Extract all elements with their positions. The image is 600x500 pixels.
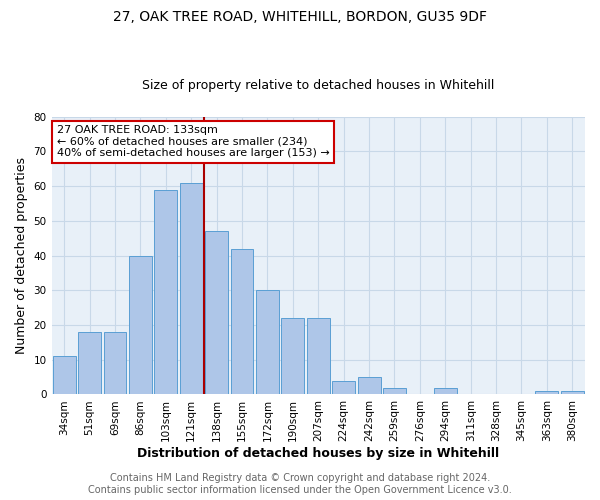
X-axis label: Distribution of detached houses by size in Whitehill: Distribution of detached houses by size … bbox=[137, 447, 499, 460]
Bar bbox=[78, 332, 101, 394]
Bar bbox=[104, 332, 127, 394]
Bar bbox=[230, 248, 253, 394]
Bar bbox=[281, 318, 304, 394]
Text: 27, OAK TREE ROAD, WHITEHILL, BORDON, GU35 9DF: 27, OAK TREE ROAD, WHITEHILL, BORDON, GU… bbox=[113, 10, 487, 24]
Bar bbox=[383, 388, 406, 394]
Bar bbox=[180, 182, 203, 394]
Title: Size of property relative to detached houses in Whitehill: Size of property relative to detached ho… bbox=[142, 79, 494, 92]
Bar bbox=[535, 391, 559, 394]
Bar bbox=[205, 232, 228, 394]
Bar bbox=[154, 190, 177, 394]
Bar bbox=[307, 318, 330, 394]
Y-axis label: Number of detached properties: Number of detached properties bbox=[15, 157, 28, 354]
Text: 27 OAK TREE ROAD: 133sqm
← 60% of detached houses are smaller (234)
40% of semi-: 27 OAK TREE ROAD: 133sqm ← 60% of detach… bbox=[57, 125, 329, 158]
Bar bbox=[129, 256, 152, 394]
Text: Contains HM Land Registry data © Crown copyright and database right 2024.
Contai: Contains HM Land Registry data © Crown c… bbox=[88, 474, 512, 495]
Bar bbox=[53, 356, 76, 395]
Bar bbox=[332, 380, 355, 394]
Bar bbox=[561, 391, 584, 394]
Bar bbox=[358, 377, 380, 394]
Bar bbox=[434, 388, 457, 394]
Bar bbox=[256, 290, 279, 395]
